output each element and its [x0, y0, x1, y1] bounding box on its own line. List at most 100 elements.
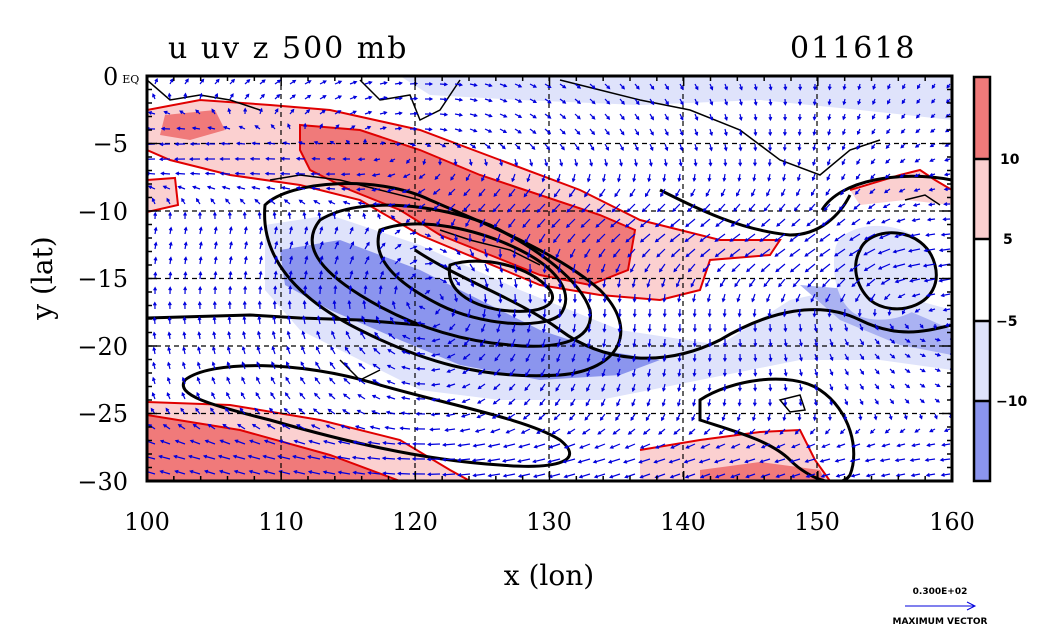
wind-vector-head — [668, 459, 673, 464]
wind-vector — [548, 458, 561, 463]
wind-vector — [543, 308, 546, 318]
wind-vector-head — [189, 141, 194, 146]
wind-vector — [882, 443, 891, 447]
wind-vector — [761, 443, 771, 449]
wind-vector — [527, 248, 531, 258]
wind-vector-head — [774, 238, 779, 242]
wind-vector-head — [507, 208, 512, 213]
wind-vector — [417, 337, 426, 340]
wind-vector — [598, 248, 606, 258]
wind-vector — [617, 278, 621, 287]
wind-vector-head — [162, 185, 167, 190]
wind-vector-head — [759, 253, 764, 257]
wind-vector — [432, 368, 441, 371]
wind-vector-head — [429, 261, 434, 266]
wind-vector-head — [195, 109, 200, 114]
wind-vector-head — [257, 300, 262, 305]
wind-vector-head — [936, 383, 941, 387]
wind-vector-head — [230, 93, 234, 98]
wind-vector-head — [677, 313, 682, 318]
wind-vector — [804, 248, 816, 257]
wind-vector-head — [927, 202, 933, 207]
wind-vector — [311, 424, 321, 430]
wind-vector-head — [471, 458, 477, 463]
wind-vector-head — [596, 238, 601, 243]
wind-vector-head — [705, 283, 709, 288]
wind-vector-head — [362, 212, 367, 217]
wind-vector-head — [465, 177, 470, 182]
wind-vector-head — [302, 315, 306, 320]
wind-vector-head — [632, 358, 636, 363]
wind-vector — [329, 362, 336, 370]
wind-vector-head — [205, 141, 210, 146]
wind-vector-head — [888, 415, 893, 421]
wind-vector-head — [219, 171, 224, 176]
wind-vector-head — [256, 376, 260, 381]
wind-vector-head — [587, 313, 592, 318]
wind-vector-head — [856, 130, 861, 136]
wind-vector-head — [457, 473, 462, 477]
wind-vector-head — [431, 338, 436, 343]
wind-vector-head — [639, 474, 644, 479]
wind-vector-head — [232, 454, 237, 459]
wind-vector-head — [650, 101, 655, 106]
wind-vector-head — [396, 229, 401, 234]
wind-vector-head — [571, 343, 576, 348]
wind-vector — [478, 203, 486, 212]
wind-vector — [625, 233, 636, 243]
wind-vector-head — [606, 115, 611, 120]
wind-vector-head — [827, 146, 831, 151]
wind-vector-head — [436, 221, 441, 226]
wind-vector-head — [430, 397, 436, 402]
wind-vector-head — [782, 162, 787, 167]
wind-vector-head — [692, 313, 697, 318]
wind-vector — [499, 263, 503, 273]
wind-vector-head — [602, 343, 607, 348]
wind-vector — [897, 443, 906, 447]
wind-vector-head — [763, 207, 768, 212]
wind-vector-head — [826, 161, 831, 166]
wind-vector-head — [631, 372, 636, 378]
wind-vector-head — [885, 159, 890, 164]
wind-vector — [761, 218, 771, 227]
wind-vector-head — [307, 470, 313, 475]
wind-vector-head — [782, 313, 787, 318]
wind-vector-head — [513, 284, 518, 289]
wind-vector — [716, 443, 726, 449]
wind-vector-head — [744, 459, 749, 464]
wind-vector — [731, 473, 741, 478]
wind-vector-head — [719, 283, 724, 288]
wind-vector-head — [730, 223, 735, 227]
wind-vector-head — [257, 315, 262, 320]
wind-vector-head — [938, 248, 944, 253]
wind-vector — [235, 439, 246, 445]
wind-vector-head — [371, 173, 376, 177]
wind-vector — [776, 473, 786, 478]
wind-vector — [555, 248, 561, 258]
wind-vector-head — [684, 238, 689, 243]
wind-vector — [840, 293, 846, 302]
wind-vector-head — [226, 391, 230, 396]
wind-vector-head — [562, 459, 567, 464]
wind-vector-head — [911, 443, 916, 448]
wind-vector-head — [366, 241, 370, 246]
wind-vector-head — [576, 130, 581, 135]
wind-vector — [851, 278, 861, 287]
wind-vector-head — [343, 362, 348, 367]
wind-vector — [463, 203, 471, 212]
wind-vector-head — [212, 331, 217, 336]
wind-vector-head — [368, 95, 373, 100]
wind-vector-head — [763, 283, 768, 288]
wind-vector-head — [362, 299, 367, 305]
wind-vector-head — [804, 253, 809, 257]
wind-vector — [477, 398, 486, 404]
wind-vector-head — [308, 439, 313, 444]
wind-vector-head — [210, 198, 215, 203]
wind-vector-head — [774, 459, 779, 464]
wind-vector — [288, 316, 291, 325]
wind-vector-head — [555, 254, 560, 259]
wind-vector — [700, 248, 711, 257]
wind-vector-head — [204, 439, 209, 444]
wind-vector-head — [936, 352, 942, 357]
wind-vector — [237, 186, 246, 190]
